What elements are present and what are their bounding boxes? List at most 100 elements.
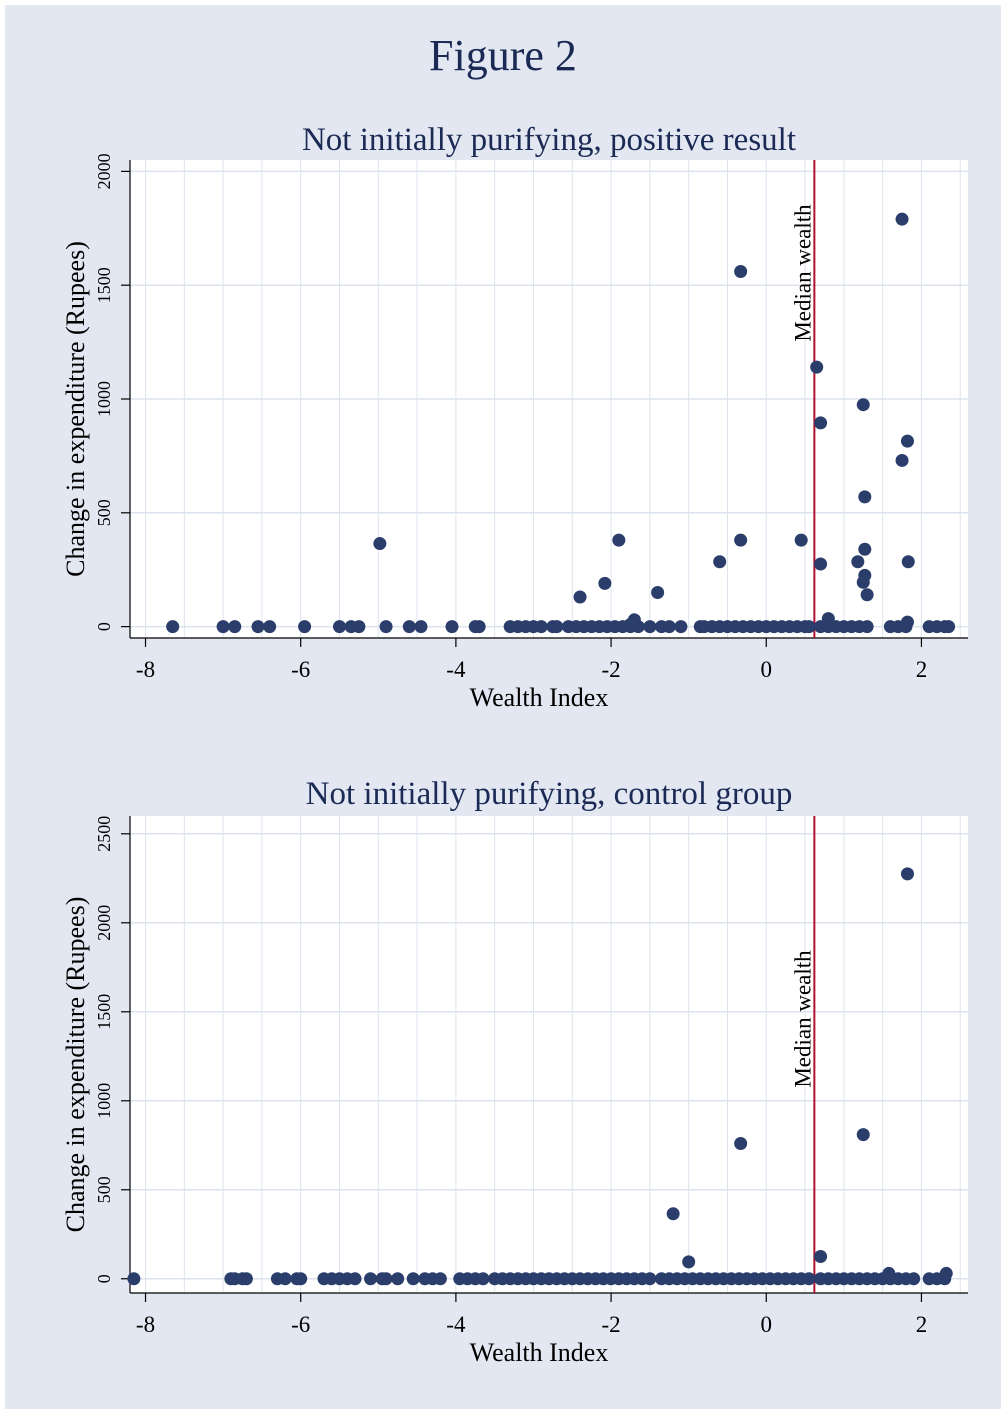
data-point — [858, 568, 872, 582]
y-axis-label: Change in expenditure (Rupees) — [61, 241, 90, 577]
x-tick-label: -2 — [601, 657, 620, 682]
data-point — [900, 615, 914, 629]
data-point — [939, 1266, 953, 1280]
y-tick-label: 1000 — [94, 381, 114, 417]
x-tick-label: -6 — [291, 657, 310, 682]
data-point — [651, 585, 665, 599]
x-tick-label: -4 — [446, 1312, 466, 1337]
data-point — [802, 1272, 816, 1286]
data-point — [895, 212, 909, 226]
data-point — [734, 533, 748, 547]
data-point — [476, 1272, 490, 1286]
data-point — [643, 620, 657, 634]
data-point — [550, 620, 564, 634]
x-tick-label: -8 — [136, 657, 155, 682]
data-point — [534, 620, 548, 634]
figure-title: Figure 2 — [429, 31, 577, 80]
data-point — [860, 620, 874, 634]
data-point — [900, 434, 914, 448]
data-point — [379, 620, 393, 634]
data-point — [352, 620, 366, 634]
data-point — [166, 620, 180, 634]
y-tick-label: 500 — [94, 499, 114, 526]
data-point — [573, 590, 587, 604]
data-point — [858, 490, 872, 504]
data-point — [333, 620, 346, 634]
data-point — [794, 533, 808, 547]
y-axis-label: Change in expenditure (Rupees) — [61, 897, 90, 1233]
data-point — [734, 1136, 748, 1150]
median-wealth-label: Median wealth — [790, 950, 815, 1088]
data-point — [907, 1272, 921, 1286]
data-point — [814, 557, 828, 571]
y-tick-label: 1500 — [94, 994, 114, 1030]
data-point — [643, 1272, 657, 1286]
data-point — [901, 555, 915, 569]
data-point — [239, 1272, 253, 1286]
y-tick-label: 0 — [94, 1274, 114, 1283]
data-point — [900, 867, 914, 881]
data-point — [298, 620, 312, 634]
data-point — [682, 1255, 696, 1269]
data-point — [856, 1128, 870, 1142]
data-point — [472, 620, 486, 634]
data-point — [942, 620, 956, 634]
y-tick-label: 1000 — [94, 1083, 114, 1119]
data-point — [414, 620, 428, 634]
x-axis-label: Wealth Index — [470, 1338, 609, 1367]
data-point — [802, 620, 816, 634]
data-point — [623, 617, 637, 631]
data-point — [612, 533, 626, 547]
data-point — [598, 576, 612, 590]
plot-1: -8 -6 -4 -2 0 2 0 500 1000 1500 2000 Wealth Index Ch… — [61, 122, 968, 712]
data-point — [810, 360, 824, 374]
data-point — [445, 620, 459, 634]
y-tick-label: 2000 — [94, 153, 114, 189]
data-point — [662, 620, 676, 634]
data-point — [373, 537, 387, 551]
data-point — [433, 1272, 447, 1286]
data-point — [860, 588, 874, 602]
data-point — [348, 1272, 362, 1286]
data-point — [856, 398, 870, 412]
x-tick-label: 0 — [761, 657, 773, 682]
data-point — [895, 453, 909, 467]
data-point — [251, 620, 265, 634]
data-point — [228, 620, 242, 634]
y-tick-label: 2000 — [94, 905, 114, 941]
data-point — [402, 620, 416, 634]
data-point — [263, 620, 277, 634]
y-tick-label: 500 — [94, 1176, 114, 1203]
x-tick-label: -4 — [446, 657, 466, 682]
x-tick-label: 0 — [761, 1312, 773, 1337]
data-point — [406, 1272, 420, 1286]
data-point — [216, 620, 230, 634]
data-point — [674, 620, 688, 634]
data-point — [379, 1272, 393, 1286]
x-axis-label: Wealth Index — [470, 683, 609, 712]
plot-2: -8 -6 -4 -2 0 2 0 500 1000 1500 2000 2500 Wealth Ind… — [61, 776, 968, 1367]
y-tick-label: 1500 — [94, 267, 114, 303]
x-tick-label: 2 — [916, 657, 928, 682]
x-tick-label: -2 — [601, 1312, 620, 1337]
data-point — [278, 1272, 292, 1286]
data-point — [821, 612, 835, 626]
data-point — [858, 542, 872, 556]
y-tick-label: 0 — [94, 622, 114, 631]
data-point — [814, 1250, 828, 1264]
plot-area — [130, 816, 968, 1293]
plot-title: Not initially purifying, positive result — [302, 122, 796, 158]
data-point — [734, 265, 748, 279]
x-tick-label: -6 — [291, 1312, 310, 1337]
data-point — [127, 1272, 141, 1286]
x-tick-label: -8 — [136, 1312, 155, 1337]
data-point — [294, 1272, 308, 1286]
plot-title: Not initially purifying, control group — [306, 776, 793, 812]
data-point — [814, 416, 828, 430]
data-point — [364, 1272, 378, 1286]
data-point — [713, 555, 727, 569]
median-wealth-label: Median wealth — [790, 204, 815, 342]
y-tick-label: 2500 — [94, 816, 114, 852]
data-point — [391, 1272, 405, 1286]
